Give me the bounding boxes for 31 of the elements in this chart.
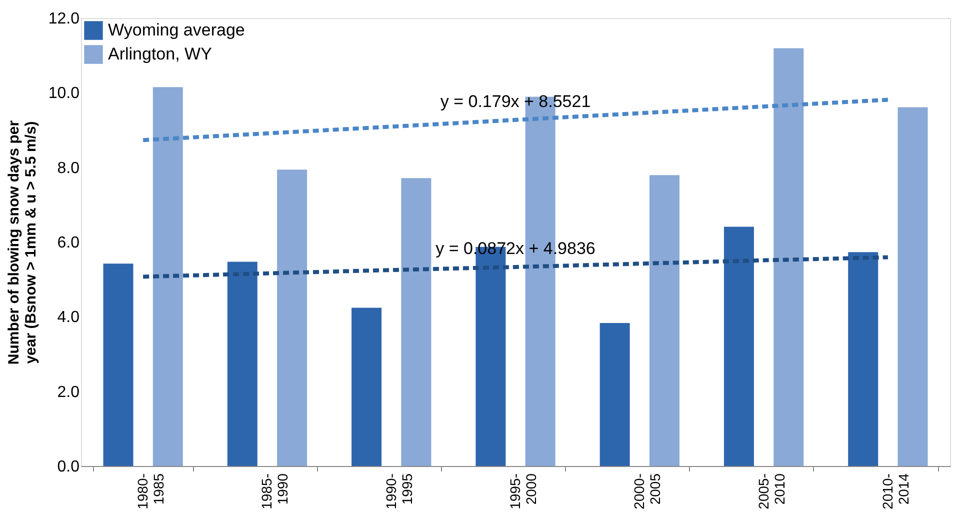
y-axis-title: Number of blowing snow days per year (Bsnow > 1mm & u > 5.5 m/s) [5,120,40,365]
bar [724,226,754,466]
x-tick-label: 1985- 1990 [258,473,291,510]
x-tick-label: 1980- 1985 [134,473,167,510]
y-tick-label: 2.0 [57,384,80,401]
legend-label: Wyoming average [108,20,245,40]
bar [898,107,928,466]
bar [277,170,308,466]
bar [227,262,258,466]
x-tick-label: 2005- 2010 [755,473,788,510]
bar [649,175,680,466]
annotation: y = 0.179x + 8.5521 [440,92,591,111]
bar [401,178,432,466]
x-tick-label: 2010- 2014 [879,473,912,510]
y-tick-label: 10.0 [48,85,80,102]
bar [774,48,804,466]
x-tick-label: 1995- 2000 [507,473,539,510]
y-tick-label: 0.0 [57,458,80,476]
bar [103,264,134,466]
y-tick-label: 12.0 [48,10,80,28]
y-tick-label: 4.0 [57,309,80,326]
bar [352,308,382,466]
y-tick-label: 8.0 [57,160,80,177]
bar [600,323,630,466]
x-tick-label: 2000- 2005 [631,473,664,510]
y-tick-label: 6.0 [57,234,80,252]
x-tick-label: 1990- 1995 [382,473,415,510]
annotation: y = 0.0872x + 4.9836 [436,239,596,258]
bar [848,252,878,466]
legend-label: Arlington, WY [108,44,212,64]
bar [152,87,183,466]
